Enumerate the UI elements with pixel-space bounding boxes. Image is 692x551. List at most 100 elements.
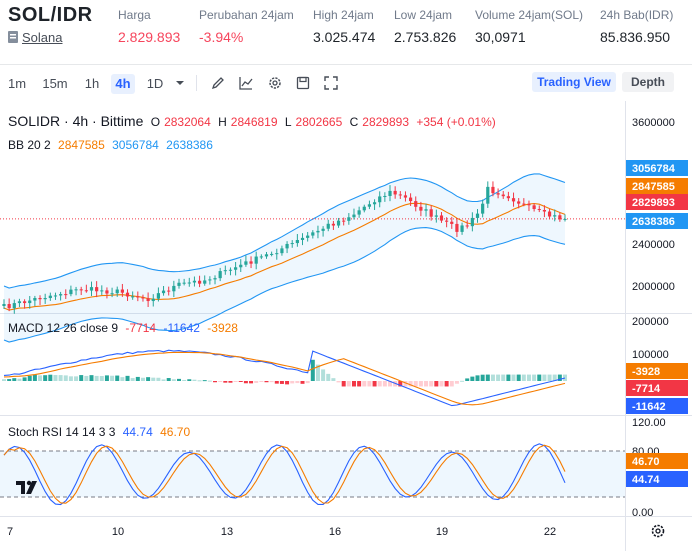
interval-15m[interactable]: 15m: [42, 76, 68, 91]
macd-histogram-bar: [480, 374, 485, 381]
time-label: 10: [112, 526, 124, 538]
macd-histogram-bar: [542, 374, 547, 381]
candle-body: [290, 243, 294, 245]
toolbar-divider: [196, 75, 197, 91]
macd-histogram-bar: [444, 381, 449, 387]
bb-basis-value: 2847585: [58, 138, 105, 152]
macd-histogram-bar: [496, 374, 501, 381]
price-chart[interactable]: 3600000 2400000 2000000 3056784 2847585 28298…: [0, 101, 692, 551]
macd-histogram-bar: [53, 375, 58, 381]
save-icon[interactable]: [295, 75, 311, 91]
macd-histogram-bar: [398, 381, 403, 387]
stoch-tick: 120.00: [632, 417, 666, 429]
candle-body: [501, 194, 505, 197]
coin-name-link[interactable]: Solana: [22, 30, 63, 45]
candle-body: [110, 293, 114, 295]
candle-body: [177, 282, 181, 286]
price-tag-last: 2829893: [632, 197, 675, 209]
macd-histogram-bar: [315, 364, 320, 381]
close-key: C: [349, 115, 359, 129]
macd-histogram-bar: [146, 377, 151, 381]
candle-body: [203, 280, 207, 284]
macd-histogram-bar: [501, 374, 506, 381]
gear-icon[interactable]: [650, 523, 666, 539]
interval-1d[interactable]: 1D: [146, 76, 164, 91]
candle-body: [213, 278, 217, 280]
macd-histogram-bar: [38, 375, 43, 381]
stat-label: 24h Bab(IDR): [600, 8, 674, 22]
macd-histogram-bar: [213, 381, 218, 383]
stat-value: 85.836.950: [600, 29, 671, 45]
candle-body: [2, 304, 6, 307]
change-value: +354 (+0.01%): [416, 115, 496, 129]
time-label: 13: [221, 526, 233, 538]
macd-histogram-bar: [68, 376, 73, 381]
macd-tag-macd: -11642: [632, 401, 666, 413]
candle-body: [455, 223, 459, 232]
low-label: L 2802665: [285, 115, 342, 129]
candle-body: [511, 198, 516, 202]
tradingview-logo-icon[interactable]: [14, 478, 42, 496]
macd-histogram-bar: [367, 381, 372, 387]
high-value: 2846819: [230, 115, 278, 129]
macd-histogram-bar: [506, 374, 511, 381]
candle-body: [79, 289, 83, 291]
candle-body: [74, 289, 78, 291]
interval-1h[interactable]: 1h: [84, 76, 100, 91]
candle-body: [167, 290, 171, 292]
candle-body: [486, 186, 490, 204]
macd-histogram-bar: [341, 381, 346, 387]
open-value: 2832064: [164, 115, 211, 129]
macd-histogram-bar: [89, 375, 94, 381]
stoch-band-fill: [0, 451, 625, 497]
depth-button[interactable]: Depth: [622, 72, 674, 92]
stat-value: 30,0971: [475, 29, 526, 45]
stoch-tag-k: 44.74: [632, 474, 660, 486]
candle-body: [445, 220, 449, 222]
candle-body: [172, 285, 176, 292]
candle-body: [547, 211, 552, 217]
pencil-icon[interactable]: [210, 75, 226, 91]
candle-body: [326, 223, 330, 229]
macd-histogram-bar: [115, 375, 120, 381]
close-label: C 2829893: [350, 115, 409, 129]
macd-histogram-bar: [2, 379, 6, 381]
macd-tag-macd-bg: [626, 398, 688, 414]
interval-4h[interactable]: 4h: [111, 74, 135, 94]
macd-signal-line: [3, 351, 566, 406]
macd-histogram-bar: [300, 381, 305, 384]
candle-body: [342, 220, 346, 222]
chevron-down-icon[interactable]: [172, 75, 188, 91]
bb-upper-value: 3056784: [112, 138, 159, 152]
candle-body: [161, 290, 166, 294]
candle-body: [120, 289, 124, 293]
macd-histogram-bar: [22, 377, 27, 381]
stoch-name: Stoch RSI 14 14 3 3: [8, 425, 116, 439]
macd-histogram-bar: [547, 374, 552, 381]
gear-icon[interactable]: [267, 75, 283, 91]
candle-body: [347, 217, 351, 221]
trading-view-button[interactable]: Trading View: [532, 72, 616, 92]
candle-body: [527, 203, 531, 206]
macd-histogram-bar: [532, 374, 537, 381]
macd-histogram-bar: [351, 381, 356, 387]
interval-1m[interactable]: 1m: [7, 76, 27, 91]
candle-body: [264, 254, 269, 257]
macd-histogram-bar: [249, 381, 254, 384]
candle-body: [481, 203, 485, 214]
macd-histogram-bar: [408, 381, 413, 387]
fullscreen-icon[interactable]: [323, 75, 339, 91]
stat-value: -3.94%: [199, 29, 244, 45]
macd-histogram-bar: [357, 381, 362, 387]
macd-histogram-bar: [274, 381, 279, 384]
macd-histogram-bar: [490, 374, 495, 381]
macd-histogram-bar: [424, 381, 429, 387]
bb-name: BB 20 2: [8, 138, 51, 152]
bb-lower-line: [3, 227, 566, 343]
candle-body: [53, 295, 58, 297]
macd-histogram-bar: [197, 380, 202, 382]
candle-body: [403, 195, 408, 198]
candle-body: [553, 215, 557, 217]
line-chart-icon[interactable]: [238, 75, 254, 91]
stoch-tag-k-bg: [626, 471, 688, 487]
